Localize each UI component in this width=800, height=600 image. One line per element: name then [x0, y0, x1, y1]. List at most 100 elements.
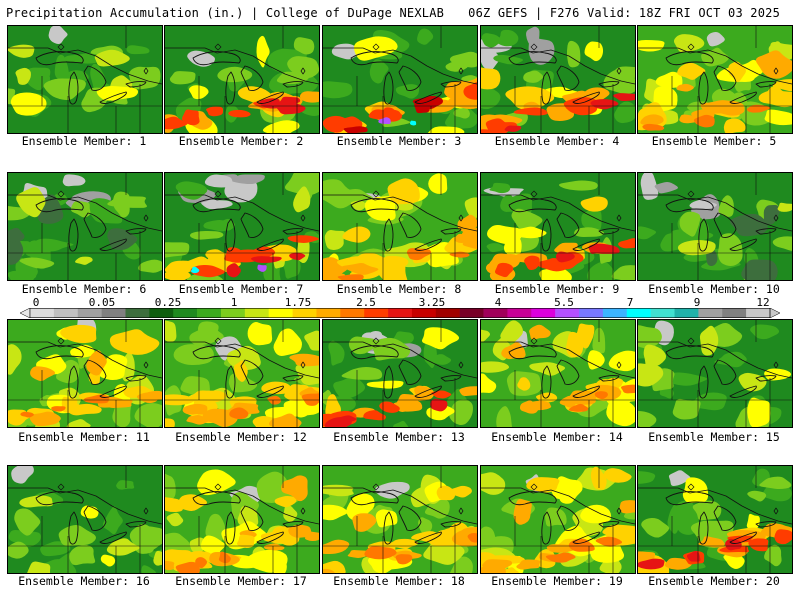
ensemble-member-label: Ensemble Member: 10 [648, 282, 780, 296]
ensemble-member-label: Ensemble Member: 11 [18, 430, 150, 444]
country-border [638, 194, 792, 232]
lake-ontario [440, 81, 462, 88]
low-precip-area [640, 173, 659, 200]
lake-michigan [541, 511, 552, 545]
colorbar-swatch [268, 308, 293, 318]
lake-michigan [698, 511, 709, 545]
lake-ontario [755, 228, 777, 235]
precip-area [289, 353, 319, 367]
heavy-precip-area [595, 536, 623, 547]
ensemble-map-panel [637, 319, 793, 428]
precip-area [375, 509, 398, 528]
precip-area [693, 392, 727, 411]
precip-area [19, 495, 53, 508]
ensemble-map-panel [637, 172, 793, 281]
low-precip-area [668, 470, 691, 487]
lake-ontario [282, 81, 304, 88]
precip-area [262, 120, 300, 133]
precip-area [764, 109, 792, 126]
heavy-precip-area [459, 386, 477, 397]
city-marker [214, 483, 306, 515]
heavy-precip-area [181, 109, 200, 126]
country-border [8, 341, 162, 379]
precip-area [175, 494, 208, 512]
precip-area [43, 78, 86, 100]
precip-area [8, 344, 22, 375]
colorbar-right-arrow [769, 308, 780, 318]
ensemble-map-panel [637, 465, 793, 574]
colorbar-swatch [674, 308, 699, 318]
ensemble-member-label: Ensemble Member: 9 [494, 282, 620, 296]
precip-area [369, 59, 389, 84]
lake-superior [665, 491, 714, 506]
ensemble-map-panel [7, 172, 163, 281]
precip-area [450, 556, 473, 573]
country-border [8, 194, 162, 232]
city-marker [372, 483, 464, 515]
lake-michigan [383, 218, 394, 252]
precip-area [638, 325, 662, 349]
lake-michigan [383, 71, 394, 105]
lake-michigan [698, 218, 709, 252]
lake-superior [35, 345, 84, 360]
precip-area [481, 33, 501, 48]
country-border [638, 487, 792, 525]
heavy-precip-area [462, 526, 477, 535]
heavy-precip-area [748, 538, 769, 552]
lake-erie [99, 531, 127, 544]
precip-map [165, 466, 319, 573]
precip-area [638, 471, 656, 484]
precip-map [638, 320, 792, 427]
heavy-precip-area [165, 560, 175, 571]
precip-area [677, 62, 706, 80]
country-border [323, 47, 477, 85]
extreme-precip-area [257, 264, 267, 272]
ensemble-member-label: Ensemble Member: 12 [175, 430, 307, 444]
precip-area [714, 351, 747, 368]
country-border [323, 487, 477, 525]
precip-area [539, 267, 572, 280]
heavy-precip-area [106, 399, 133, 408]
ensemble-map-panel [480, 319, 636, 428]
heavy-precip-area [467, 532, 477, 543]
heavy-precip-area [431, 390, 452, 399]
heavy-precip-area [588, 243, 620, 254]
city-marker [687, 337, 779, 369]
lake-huron [240, 359, 264, 385]
ensemble-map-panel [637, 25, 793, 134]
precip-area [342, 226, 371, 243]
country-border [165, 487, 319, 525]
heavy-precip-area [368, 109, 401, 121]
low-precip-area [62, 174, 86, 187]
precip-area [750, 324, 780, 340]
lake-erie [99, 385, 127, 398]
precip-map [323, 173, 477, 280]
heavy-precip-area [430, 398, 448, 412]
precip-area [421, 327, 460, 350]
colorbar-tick-label: 1.75 [284, 296, 312, 309]
country-border [8, 47, 162, 85]
country-border [8, 487, 162, 525]
state-border [671, 223, 771, 280]
low-precip-area [654, 182, 679, 194]
precip-area [237, 506, 259, 527]
colorbar-swatch [626, 308, 651, 318]
heavy-precip-area [463, 81, 477, 100]
chart-title: Precipitation Accumulation (in.) | Colle… [6, 6, 445, 20]
precip-area [723, 118, 746, 133]
heavy-precip-area [364, 545, 397, 560]
precip-area [641, 517, 670, 538]
lake-ontario [440, 228, 462, 235]
precip-area [481, 373, 497, 393]
heavy-precip-area [165, 418, 175, 427]
colorbar-swatch [531, 308, 556, 318]
precip-area [667, 372, 708, 386]
precip-area [679, 211, 701, 237]
precip-area [517, 377, 531, 391]
precip-area [584, 41, 604, 62]
state-border [514, 76, 614, 133]
precip-area [747, 490, 767, 502]
precip-area [106, 538, 140, 556]
precip-area [619, 500, 635, 514]
precip-area [395, 84, 420, 99]
